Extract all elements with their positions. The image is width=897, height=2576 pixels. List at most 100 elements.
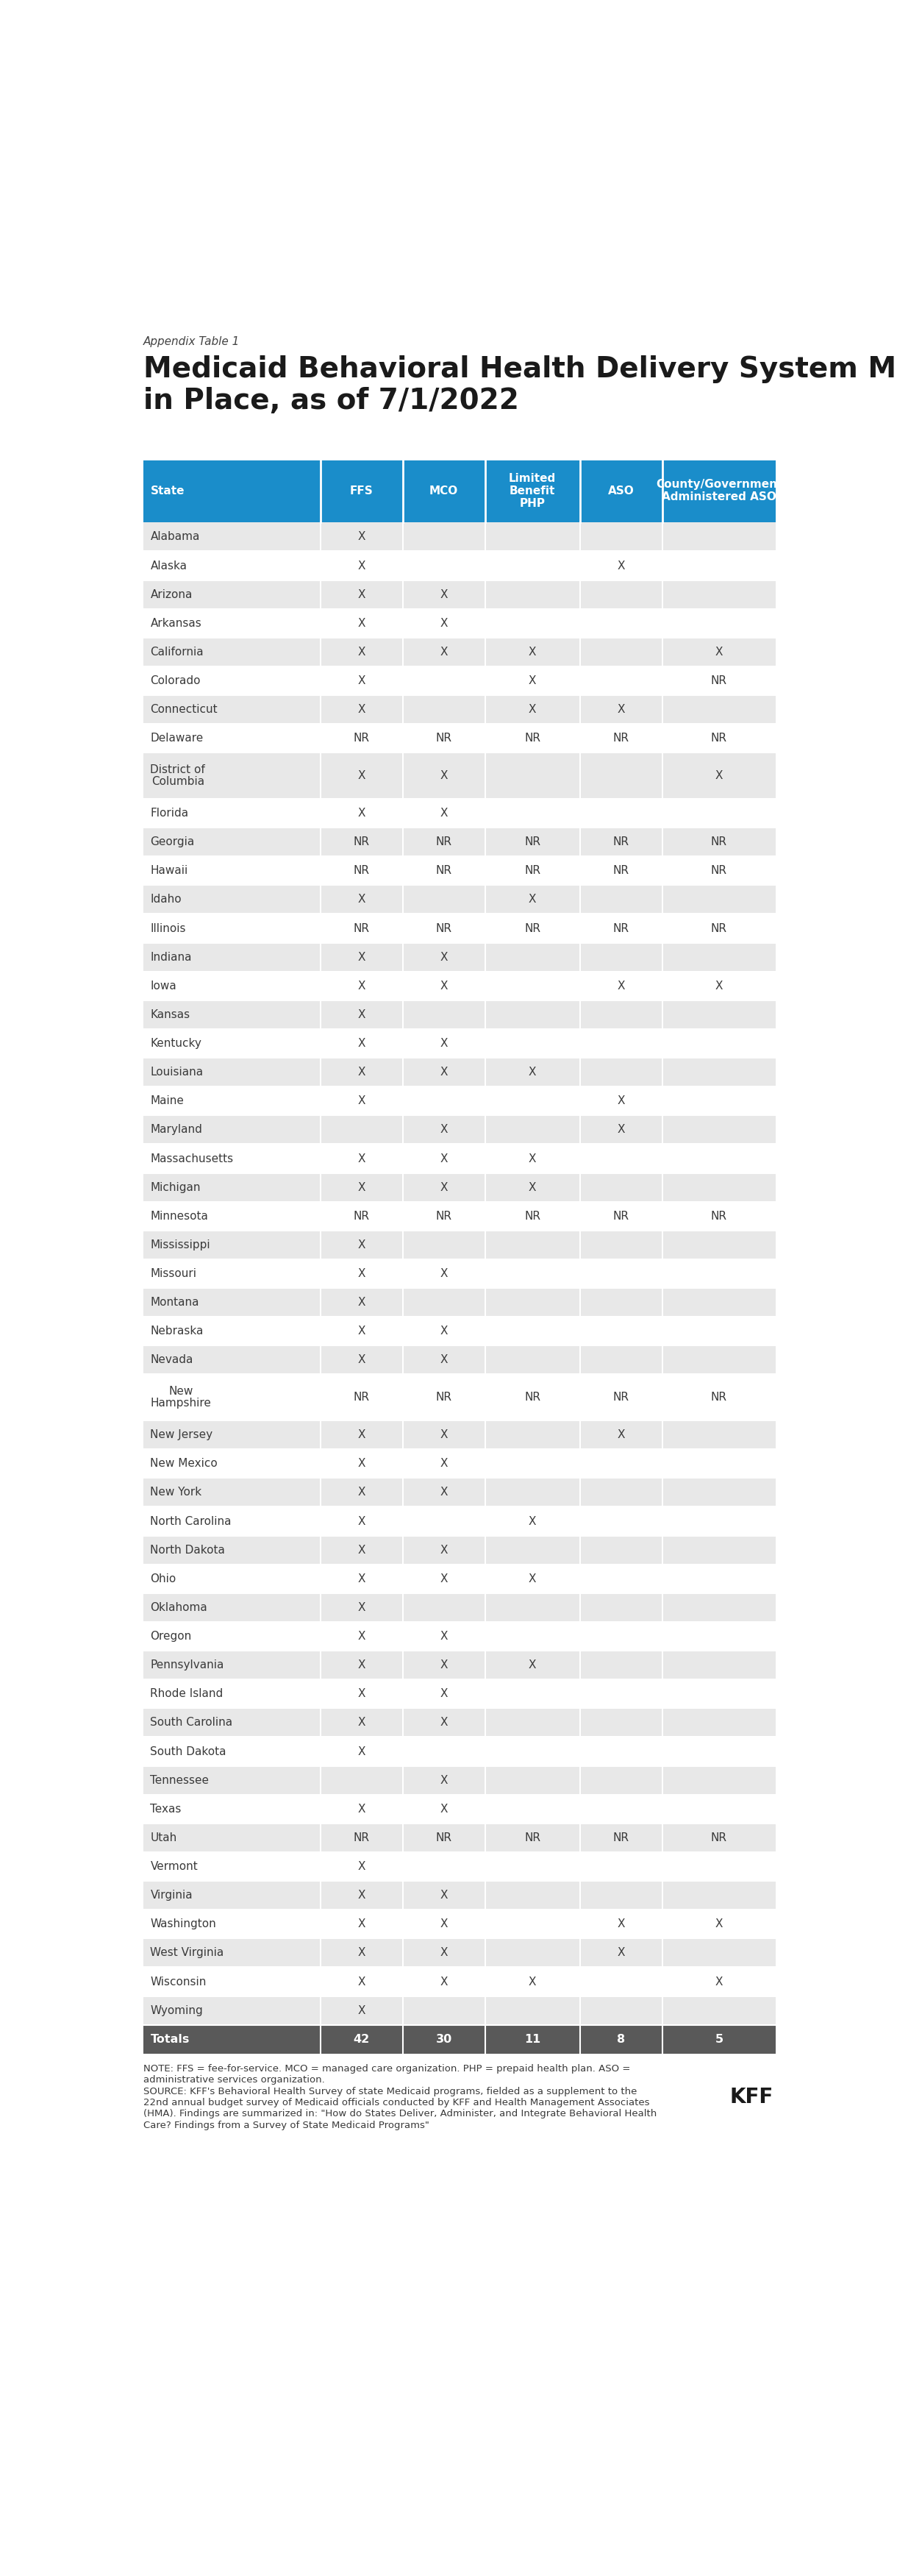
Bar xyxy=(144,1880,776,1909)
Text: X: X xyxy=(358,1327,366,1337)
Text: X: X xyxy=(617,1123,625,1136)
Text: X: X xyxy=(528,1574,536,1584)
Text: Connecticut: Connecticut xyxy=(151,703,218,716)
Text: X: X xyxy=(358,1095,366,1108)
Bar xyxy=(144,551,776,580)
Text: X: X xyxy=(358,1515,366,1528)
Text: Delaware: Delaware xyxy=(151,732,204,744)
Text: X: X xyxy=(358,1947,366,1958)
Text: Arkansas: Arkansas xyxy=(151,618,202,629)
Bar xyxy=(144,639,776,667)
Text: X: X xyxy=(358,894,366,904)
Text: X: X xyxy=(440,1154,448,1164)
Text: X: X xyxy=(440,618,448,629)
Bar xyxy=(144,1765,776,1795)
Bar xyxy=(144,1909,776,1940)
Bar xyxy=(144,1651,776,1680)
Text: X: X xyxy=(528,1182,536,1193)
Text: X: X xyxy=(358,981,366,992)
Text: Virginia: Virginia xyxy=(151,1891,193,1901)
Bar xyxy=(144,1736,776,1765)
Bar xyxy=(144,1824,776,1852)
Text: New Jersey: New Jersey xyxy=(151,1430,213,1440)
Text: X: X xyxy=(358,1182,366,1193)
Text: NR: NR xyxy=(525,922,541,935)
Bar xyxy=(144,1115,776,1144)
Text: Montana: Montana xyxy=(151,1296,199,1309)
Text: NR: NR xyxy=(711,1211,727,1221)
Text: NR: NR xyxy=(353,1391,370,1404)
Text: West Virginia: West Virginia xyxy=(151,1947,224,1958)
Bar xyxy=(144,1028,776,1059)
Text: Indiana: Indiana xyxy=(151,951,192,963)
Text: District of
Columbia: District of Columbia xyxy=(151,765,205,788)
Text: X: X xyxy=(358,647,366,657)
Text: Care? Findings from a Survey of State Medicaid Programs": Care? Findings from a Survey of State Me… xyxy=(144,2120,430,2130)
Text: Michigan: Michigan xyxy=(151,1182,201,1193)
Text: X: X xyxy=(528,1154,536,1164)
Text: X: X xyxy=(358,618,366,629)
Text: 5: 5 xyxy=(715,2032,723,2045)
Bar xyxy=(144,799,776,827)
Text: X: X xyxy=(358,675,366,685)
Text: Massachusetts: Massachusetts xyxy=(151,1154,233,1164)
Text: South Carolina: South Carolina xyxy=(151,1718,232,1728)
Text: Missouri: Missouri xyxy=(151,1267,196,1280)
Text: Washington: Washington xyxy=(151,1919,216,1929)
Text: Kansas: Kansas xyxy=(151,1010,190,1020)
Text: X: X xyxy=(440,1574,448,1584)
Text: Ohio: Ohio xyxy=(151,1574,176,1584)
Text: NR: NR xyxy=(436,732,452,744)
Text: Mississippi: Mississippi xyxy=(151,1239,210,1249)
Text: X: X xyxy=(440,770,448,781)
Text: X: X xyxy=(440,1947,448,1958)
Text: X: X xyxy=(617,1947,625,1958)
Text: NR: NR xyxy=(436,1391,452,1404)
Text: Idaho: Idaho xyxy=(151,894,181,904)
Text: X: X xyxy=(358,1602,366,1613)
Text: X: X xyxy=(617,1430,625,1440)
Text: NR: NR xyxy=(436,1832,452,1844)
Text: NR: NR xyxy=(711,1832,727,1844)
Bar xyxy=(144,1203,776,1231)
Text: NR: NR xyxy=(525,1391,541,1404)
Bar xyxy=(144,855,776,886)
Bar xyxy=(144,2025,776,2053)
Bar xyxy=(144,914,776,943)
Text: Wyoming: Wyoming xyxy=(151,2004,203,2017)
Text: X: X xyxy=(617,981,625,992)
Text: X: X xyxy=(358,1486,366,1497)
Text: NR: NR xyxy=(613,1832,629,1844)
Text: X: X xyxy=(440,1355,448,1365)
Text: X: X xyxy=(528,1515,536,1528)
Text: X: X xyxy=(440,1718,448,1728)
Bar xyxy=(144,459,776,523)
Text: X: X xyxy=(440,1038,448,1048)
Text: NR: NR xyxy=(613,837,629,848)
Text: Utah: Utah xyxy=(151,1832,177,1844)
Text: Tennessee: Tennessee xyxy=(151,1775,209,1785)
Text: X: X xyxy=(358,1010,366,1020)
Text: X: X xyxy=(358,1659,366,1672)
Text: Nevada: Nevada xyxy=(151,1355,193,1365)
Text: 22nd annual budget survey of Medicaid officials conducted by KFF and Health Mana: 22nd annual budget survey of Medicaid of… xyxy=(144,2097,649,2107)
Text: Colorado: Colorado xyxy=(151,675,201,685)
Bar xyxy=(144,1996,776,2025)
Text: X: X xyxy=(528,894,536,904)
Text: X: X xyxy=(358,590,366,600)
Text: Arizona: Arizona xyxy=(151,590,193,600)
Text: Maryland: Maryland xyxy=(151,1123,203,1136)
Text: X: X xyxy=(440,809,448,819)
Text: NR: NR xyxy=(353,732,370,744)
Bar xyxy=(144,1316,776,1345)
Text: California: California xyxy=(151,647,204,657)
Text: X: X xyxy=(440,1267,448,1280)
Bar xyxy=(144,608,776,639)
Text: Rhode Island: Rhode Island xyxy=(151,1687,223,1700)
Text: Medicaid Behavioral Health Delivery System Models
in Place, as of 7/1/2022: Medicaid Behavioral Health Delivery Syst… xyxy=(144,355,897,415)
Bar xyxy=(144,1535,776,1564)
Text: Oklahoma: Oklahoma xyxy=(151,1602,207,1613)
Text: X: X xyxy=(358,559,366,572)
Text: NR: NR xyxy=(613,922,629,935)
Text: X: X xyxy=(358,1919,366,1929)
